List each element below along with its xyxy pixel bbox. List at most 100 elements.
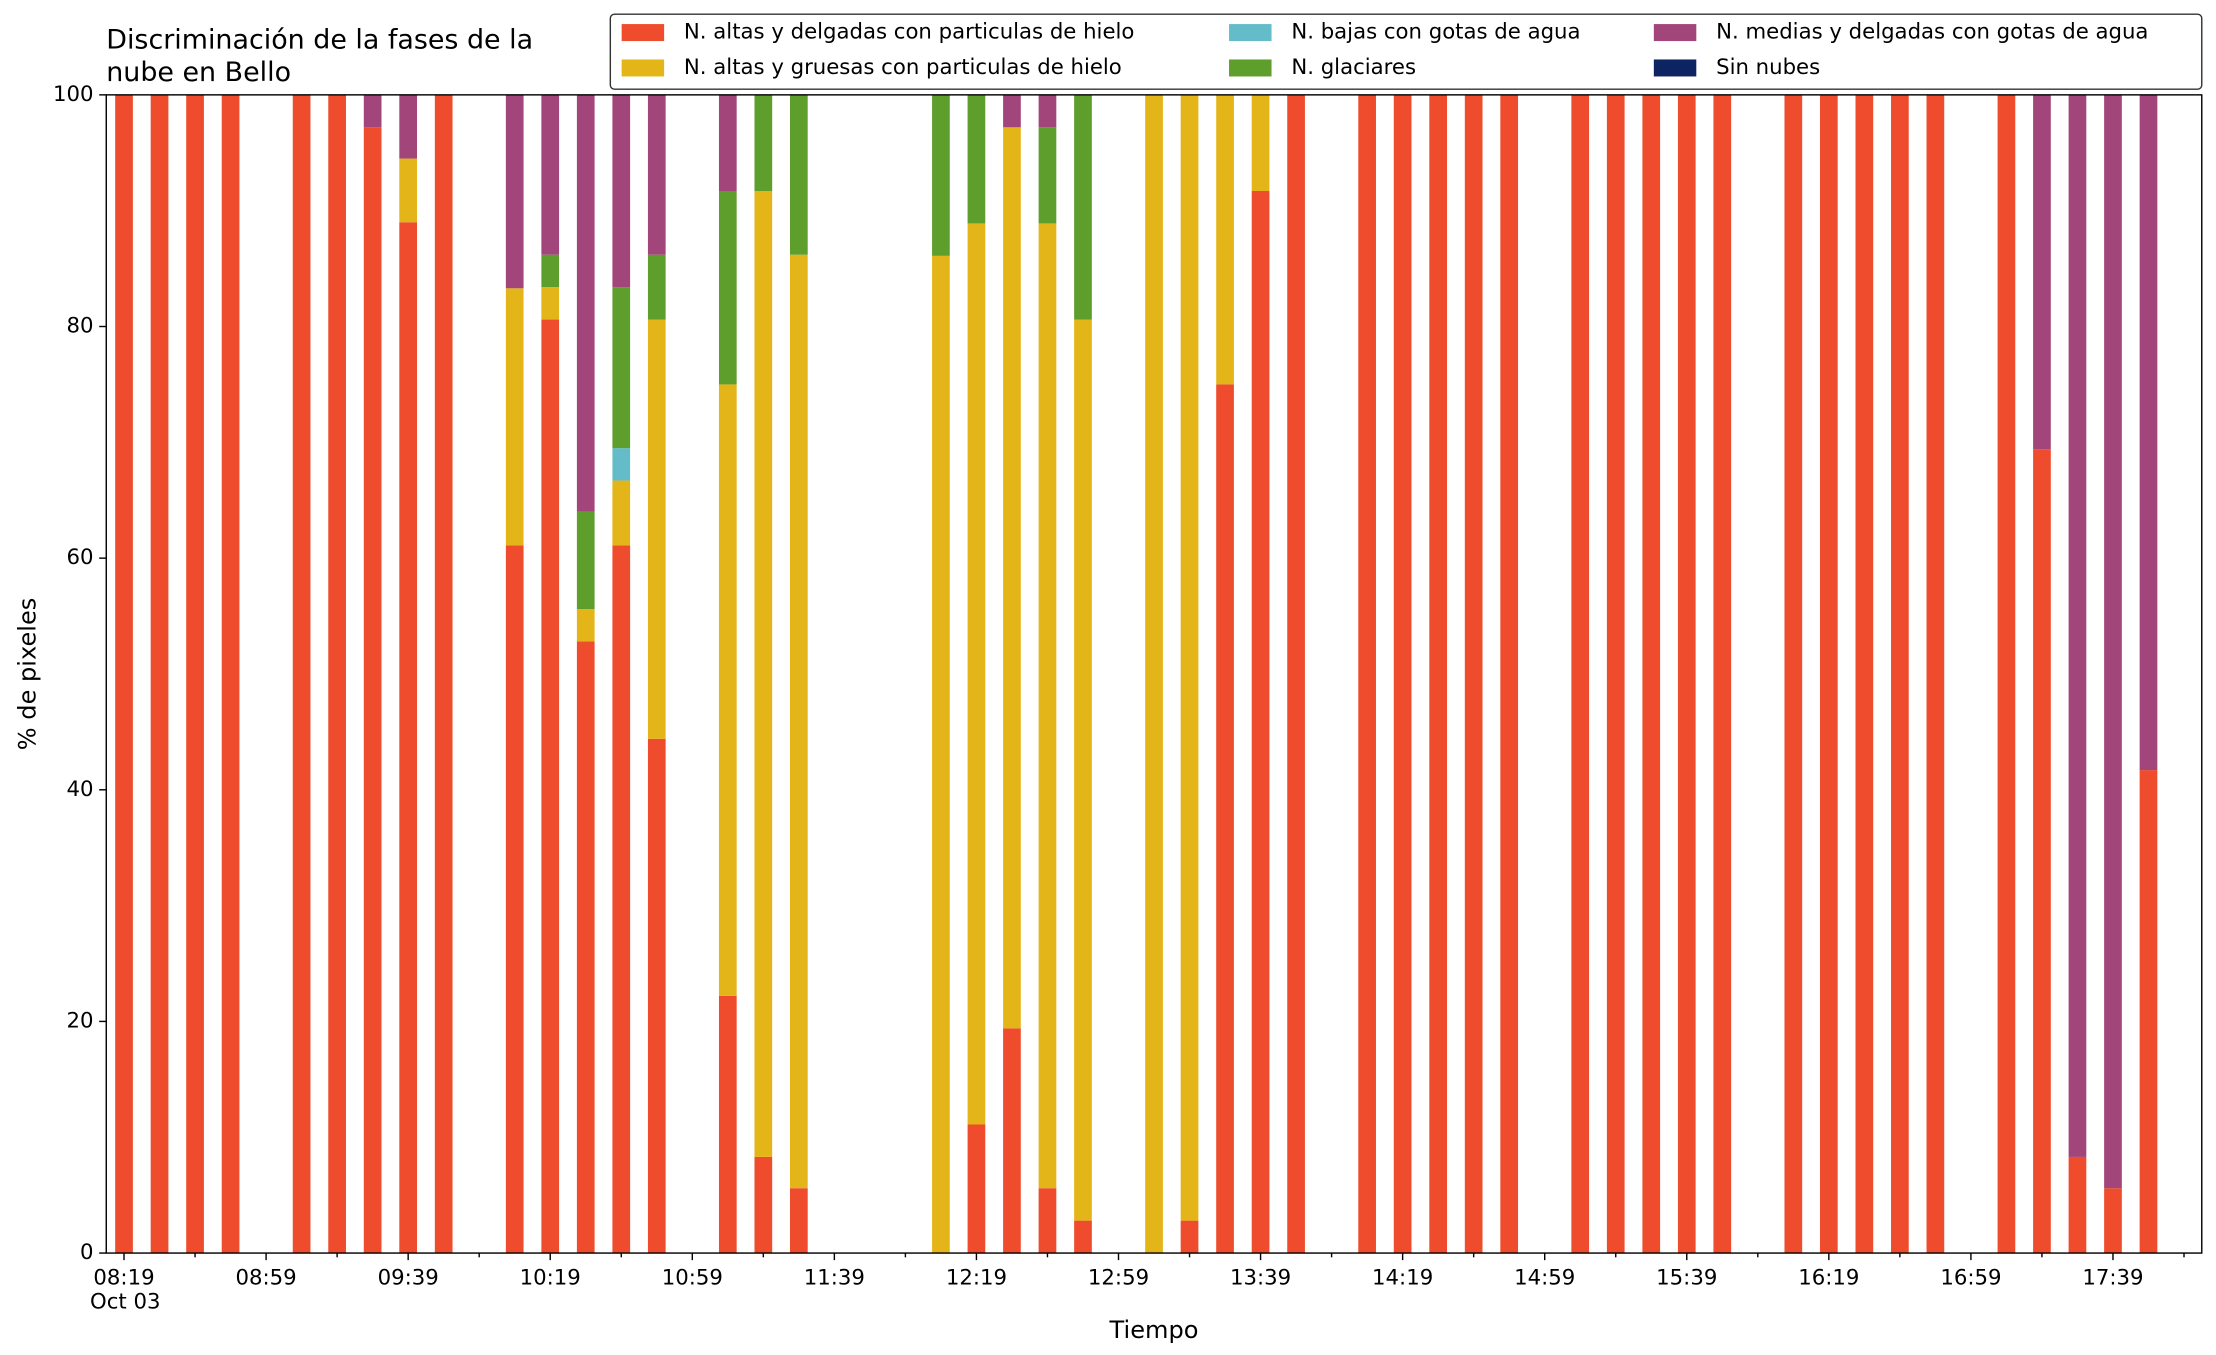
bar-segment — [647, 254, 666, 320]
legend-label: N. glaciares — [1291, 55, 1416, 80]
bar-segment — [647, 738, 666, 1254]
bar-segment — [2104, 94, 2122, 1189]
bar-segment — [541, 254, 560, 288]
x-tick-label: 16:59 — [1940, 1266, 2001, 1291]
bar-segment — [1074, 1220, 1092, 1254]
bar-segment — [1216, 384, 1234, 1254]
bar-segment — [1038, 127, 1057, 224]
bar-segment — [754, 190, 773, 1157]
bar-segment — [576, 641, 595, 1254]
bar-segment — [2033, 449, 2051, 1254]
legend-label: N. altas y delgadas con particulas de hi… — [684, 20, 1134, 45]
bar-segment — [1038, 1188, 1057, 1254]
bar-segment — [789, 1188, 808, 1254]
bar-segment — [932, 94, 950, 256]
legend: N. altas y delgadas con particulas de hi… — [609, 13, 2203, 90]
x-tick-label: 17:39 — [2082, 1266, 2143, 1291]
x-tick-label: 14:19 — [1372, 1266, 1433, 1291]
bar-segment — [2068, 1156, 2087, 1254]
y-tick-label: 60 — [67, 545, 94, 570]
x-tick-label: 13:39 — [1230, 1266, 1291, 1291]
bar-segment — [647, 94, 666, 255]
bar-segment — [2139, 770, 2158, 1254]
bar-segment — [1251, 94, 1270, 191]
bar-segment — [612, 545, 631, 1254]
legend-swatch — [621, 24, 665, 42]
x-tick-label: 08:59 — [236, 1266, 297, 1291]
bar-segment — [1393, 94, 1412, 1254]
bar-segment — [1251, 190, 1270, 1254]
x-date-label: Oct 03 — [90, 1290, 160, 1315]
bar-segment — [612, 480, 631, 546]
bar-segment — [1180, 94, 1199, 1221]
x-tick-label: 15:39 — [1656, 1266, 1717, 1291]
x-tick-label: 14:59 — [1514, 1266, 1575, 1291]
x-tick-label: 10:59 — [662, 1266, 723, 1291]
bar-segment — [1677, 94, 1696, 1254]
y-tick-label: 40 — [67, 777, 94, 802]
bar-segment — [647, 319, 666, 739]
bar-segment — [2104, 1188, 2122, 1254]
bar-segment — [1287, 94, 1305, 1254]
bar-segment — [434, 94, 453, 1254]
bar-segment — [754, 94, 773, 191]
bar-segment — [221, 94, 240, 1254]
bar-segment — [718, 995, 737, 1254]
x-tick-label: 08:19 — [93, 1266, 154, 1291]
bar-segment — [1819, 94, 1838, 1254]
legend-swatch — [1229, 24, 1272, 42]
x-tick-label: 12:19 — [946, 1266, 1007, 1291]
bar-segment — [1642, 94, 1661, 1254]
chart-title: nube en Bello — [106, 57, 291, 88]
legend-swatch — [1229, 59, 1272, 77]
bar-segment — [1358, 94, 1376, 1254]
bar-segment — [789, 254, 808, 1189]
bar-segment — [1855, 94, 1874, 1254]
bar-segment — [1074, 319, 1092, 1221]
bar-segment — [1180, 1220, 1199, 1254]
legend-swatch — [1653, 59, 1697, 77]
bar-segment — [1997, 94, 2016, 1254]
bar-segment — [363, 127, 382, 1254]
x-tick-label: 11:39 — [804, 1266, 865, 1291]
bar-segment — [1606, 94, 1625, 1254]
bar-segment — [1216, 94, 1234, 385]
bar-segment — [115, 94, 133, 1254]
chart-title: Discriminación de la fases de la — [106, 25, 533, 56]
bar-segment — [363, 94, 382, 128]
bar-segment — [2033, 94, 2051, 450]
bar-segment — [1074, 94, 1092, 320]
y-tick-label: 80 — [67, 314, 94, 339]
x-tick-label: 12:59 — [1088, 1266, 1149, 1291]
bar-segment — [541, 287, 560, 320]
bar-segment — [1571, 94, 1590, 1254]
bar-segment — [1784, 94, 1803, 1254]
bar-segment — [576, 511, 595, 610]
plot-frame — [105, 94, 2203, 1254]
legend-swatch — [621, 59, 665, 77]
y-tick-label: 20 — [67, 1008, 94, 1033]
bar-segment — [1003, 94, 1021, 128]
bar-segment — [1500, 94, 1519, 1254]
bar-segment — [967, 223, 986, 1125]
x-tick-label: 16:19 — [1798, 1266, 1859, 1291]
bar-segment — [1038, 223, 1057, 1189]
bar-segment — [1038, 94, 1057, 128]
bar-segment — [1464, 94, 1483, 1254]
bar-segment — [2139, 94, 2158, 771]
bar-segment — [328, 94, 346, 1254]
bar-segment — [612, 287, 631, 449]
bar-segment — [505, 288, 524, 546]
bar-segment — [789, 94, 808, 255]
bar-segment — [186, 94, 204, 1254]
bar-segment — [1891, 94, 1909, 1254]
bar-segment — [1926, 94, 1945, 1254]
bar-segment — [1145, 94, 1163, 1254]
y-tick-label: 100 — [53, 82, 94, 107]
legend-frame — [609, 13, 2203, 90]
bar-segment — [1429, 94, 1448, 1254]
legend-label: N. bajas con gotas de agua — [1291, 20, 1580, 45]
y-tick-label: 0 — [80, 1240, 94, 1265]
bar-segment — [967, 1124, 986, 1254]
